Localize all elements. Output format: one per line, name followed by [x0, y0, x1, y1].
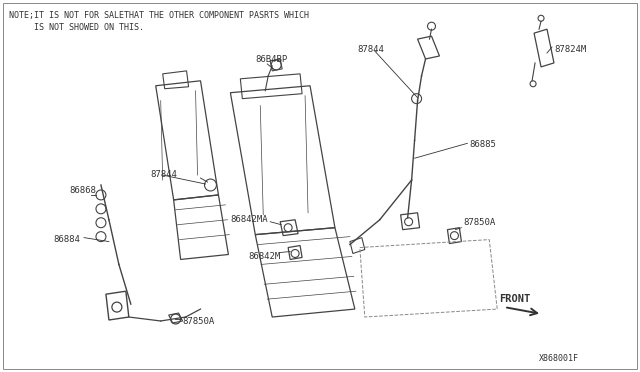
Text: X868001F: X868001F — [539, 354, 579, 363]
Text: 86842M: 86842M — [248, 251, 280, 260]
Text: 86885: 86885 — [469, 140, 496, 149]
Text: 86842MA: 86842MA — [230, 215, 268, 224]
Text: 87850A: 87850A — [463, 218, 495, 227]
Text: 87824M: 87824M — [554, 45, 586, 54]
Text: FRONT: FRONT — [499, 294, 531, 304]
Text: 87844: 87844 — [358, 45, 385, 54]
Text: 87850A: 87850A — [182, 317, 215, 326]
Text: 87844: 87844 — [151, 170, 178, 179]
Text: 86884: 86884 — [53, 235, 80, 244]
Text: 86B4BP: 86B4BP — [255, 55, 287, 64]
Text: IS NOT SHOWED ON THIS.: IS NOT SHOWED ON THIS. — [10, 23, 145, 32]
Text: NOTE;IT IS NOT FOR SALETHAT THE OTHER COMPONENT PASRTS WHICH: NOTE;IT IS NOT FOR SALETHAT THE OTHER CO… — [10, 11, 309, 20]
Text: 86868: 86868 — [69, 186, 96, 195]
